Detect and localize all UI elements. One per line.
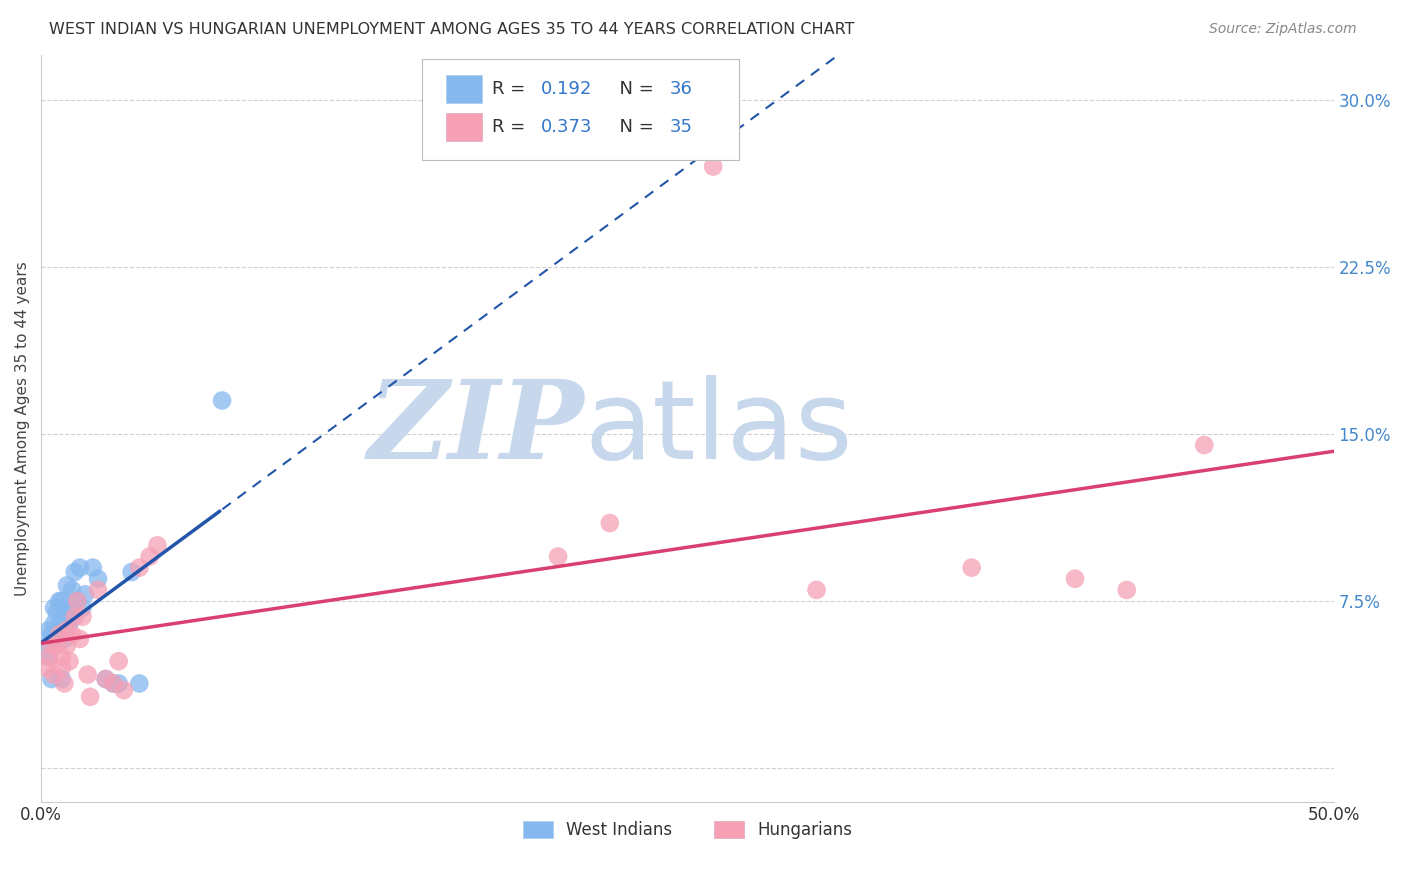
Point	[1064, 572, 1087, 586]
Point	[72, 609, 94, 624]
Point	[121, 565, 143, 579]
Point	[599, 516, 621, 530]
Point	[41, 672, 63, 686]
Text: N =: N =	[609, 118, 659, 136]
Point	[146, 538, 169, 552]
Point	[1194, 438, 1216, 452]
Point	[42, 600, 65, 615]
Point	[45, 627, 67, 641]
Text: R =: R =	[492, 118, 531, 136]
Point	[112, 683, 135, 698]
Point	[60, 582, 83, 597]
Point	[56, 639, 79, 653]
Point	[76, 667, 98, 681]
FancyBboxPatch shape	[422, 59, 740, 160]
Point	[42, 632, 65, 646]
Point	[48, 594, 70, 608]
Point	[66, 594, 89, 608]
Text: WEST INDIAN VS HUNGARIAN UNEMPLOYMENT AMONG AGES 35 TO 44 YEARS CORRELATION CHAR: WEST INDIAN VS HUNGARIAN UNEMPLOYMENT AM…	[49, 22, 855, 37]
Text: 35: 35	[669, 118, 692, 136]
Point	[702, 160, 724, 174]
Point	[1115, 582, 1137, 597]
Point	[51, 661, 73, 675]
Point	[58, 600, 80, 615]
Point	[38, 623, 60, 637]
Text: 0.192: 0.192	[541, 79, 593, 98]
Point	[69, 632, 91, 646]
Point	[87, 582, 110, 597]
Point	[58, 616, 80, 631]
Point	[42, 616, 65, 631]
Point	[138, 549, 160, 564]
Point	[72, 600, 94, 615]
Point	[38, 649, 60, 664]
Text: N =: N =	[609, 79, 659, 98]
Point	[94, 672, 117, 686]
FancyBboxPatch shape	[446, 112, 482, 141]
Point	[38, 649, 60, 664]
Point	[69, 560, 91, 574]
Point	[42, 667, 65, 681]
Point	[35, 639, 58, 653]
Point	[103, 676, 125, 690]
Point	[45, 605, 67, 619]
Point	[960, 560, 983, 574]
Point	[41, 627, 63, 641]
Text: 0.373: 0.373	[541, 118, 593, 136]
Point	[56, 605, 79, 619]
Point	[51, 616, 73, 631]
Point	[107, 654, 129, 668]
Point	[128, 676, 150, 690]
Point	[60, 627, 83, 641]
Point	[806, 582, 828, 597]
Point	[45, 639, 67, 653]
Text: 36: 36	[669, 79, 692, 98]
Point	[82, 560, 104, 574]
Point	[107, 676, 129, 690]
Y-axis label: Unemployment Among Ages 35 to 44 years: Unemployment Among Ages 35 to 44 years	[15, 261, 30, 596]
Point	[53, 632, 76, 646]
Point	[128, 560, 150, 574]
Text: atlas: atlas	[583, 375, 852, 482]
Point	[87, 572, 110, 586]
Point	[60, 609, 83, 624]
Point	[66, 594, 89, 608]
Point	[53, 609, 76, 624]
Text: Source: ZipAtlas.com: Source: ZipAtlas.com	[1209, 22, 1357, 37]
Point	[48, 621, 70, 635]
Point	[73, 587, 96, 601]
Point	[51, 594, 73, 608]
Legend: West Indians, Hungarians: West Indians, Hungarians	[516, 814, 859, 846]
Point	[48, 627, 70, 641]
Point	[53, 676, 76, 690]
Point	[41, 639, 63, 653]
Text: R =: R =	[492, 79, 531, 98]
Point	[56, 578, 79, 592]
Point	[211, 393, 233, 408]
Point	[79, 690, 101, 704]
FancyBboxPatch shape	[446, 75, 482, 103]
Text: ZIP: ZIP	[367, 375, 583, 482]
Point	[547, 549, 569, 564]
Point	[56, 623, 79, 637]
Point	[51, 672, 73, 686]
Point	[63, 609, 86, 624]
Point	[58, 654, 80, 668]
Point	[63, 565, 86, 579]
Point	[94, 672, 117, 686]
Point	[103, 676, 125, 690]
Point	[51, 649, 73, 664]
Point	[35, 661, 58, 675]
